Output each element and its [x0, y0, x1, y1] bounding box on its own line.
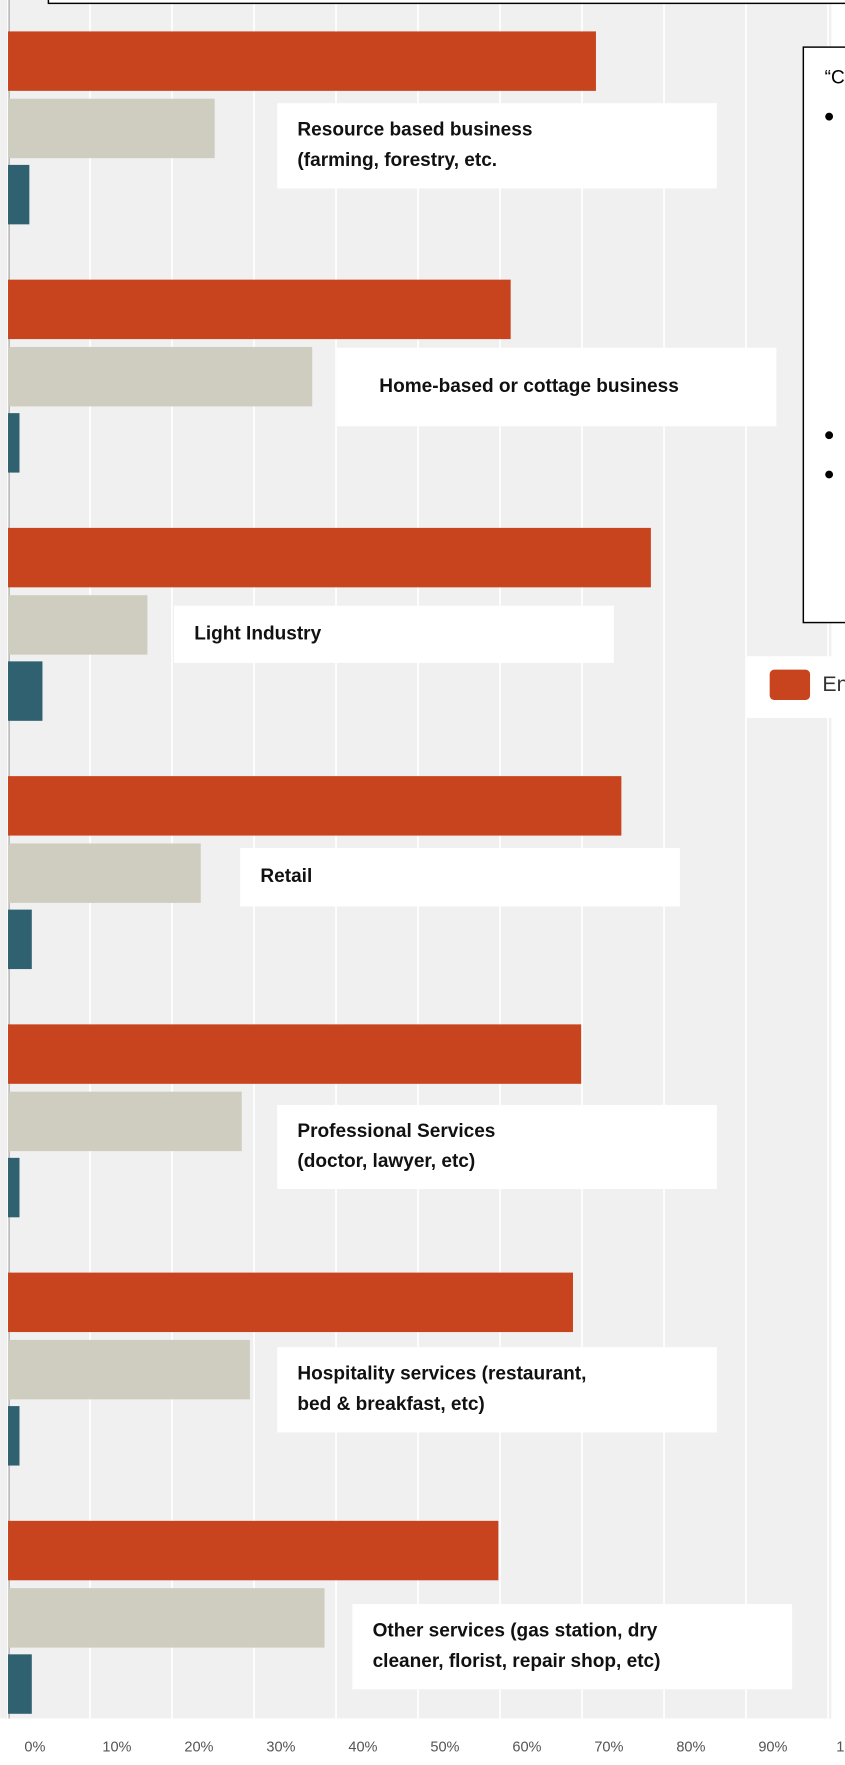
bar: [8, 31, 596, 91]
category-label: (doctor, lawyer, etc): [297, 1151, 475, 1172]
bar: [8, 164, 30, 225]
bar: [8, 776, 622, 836]
bullet: [825, 112, 834, 121]
category-label: (farming, forestry, etc.: [297, 150, 497, 171]
x-tick-label: 20%: [184, 1740, 213, 1756]
bar: [8, 1588, 325, 1648]
x-tick-label: 50%: [430, 1740, 459, 1756]
annotation-text: “C: [825, 68, 845, 89]
bar: [8, 595, 148, 655]
bar: [8, 1654, 32, 1714]
category-label-box: [240, 848, 680, 907]
x-tick-label: 0%: [24, 1740, 45, 1756]
x-tick-label: 70%: [594, 1740, 623, 1756]
bullet: [825, 470, 834, 479]
bar: [8, 843, 201, 903]
annotation-box: [802, 46, 845, 624]
category-label-box: [277, 1347, 717, 1433]
category-label: Retail: [260, 866, 312, 887]
category-label: Home-based or cottage business: [379, 376, 679, 397]
category-label: Hospitality services (restaurant,: [297, 1364, 586, 1385]
x-tick-label: 90%: [758, 1740, 787, 1756]
category-label-box: [352, 1604, 793, 1690]
bar: [8, 1157, 20, 1218]
legend-label: En: [822, 672, 845, 696]
category-label: Light Industry: [194, 623, 321, 644]
bar: [8, 1272, 573, 1333]
bar: [8, 1024, 582, 1084]
top-box-border: [47, 0, 845, 5]
category-label-box: [336, 347, 777, 427]
category-label: cleaner, florist, repair shop, etc): [373, 1651, 661, 1672]
x-tick-label: 10%: [102, 1740, 131, 1756]
category-label: Other services (gas station, dry: [373, 1621, 658, 1642]
x-tick-label: 60%: [512, 1740, 541, 1756]
category-label-box: [174, 605, 614, 663]
bar: [8, 1339, 250, 1400]
x-tick-label: 100%: [836, 1740, 845, 1756]
x-tick-label: 80%: [676, 1740, 705, 1756]
category-label-box: [277, 103, 717, 189]
category-label: Resource based business: [297, 120, 532, 141]
category-label-box: [277, 1104, 717, 1190]
bullet: [825, 431, 834, 440]
bar: [8, 909, 32, 970]
bar: [8, 346, 313, 407]
x-tick-label: 40%: [348, 1740, 377, 1756]
legend-swatch: [769, 669, 811, 700]
bar: [8, 1520, 499, 1581]
bar: [8, 98, 215, 159]
bar: [8, 279, 511, 340]
category-label: Professional Services: [297, 1121, 495, 1142]
bar: [8, 661, 43, 721]
bar: [8, 1091, 242, 1152]
bar: [8, 1406, 20, 1466]
bar: [8, 527, 651, 588]
x-tick-label: 30%: [266, 1740, 295, 1756]
bar: [8, 413, 20, 473]
category-label: bed & breakfast, etc): [297, 1394, 484, 1415]
